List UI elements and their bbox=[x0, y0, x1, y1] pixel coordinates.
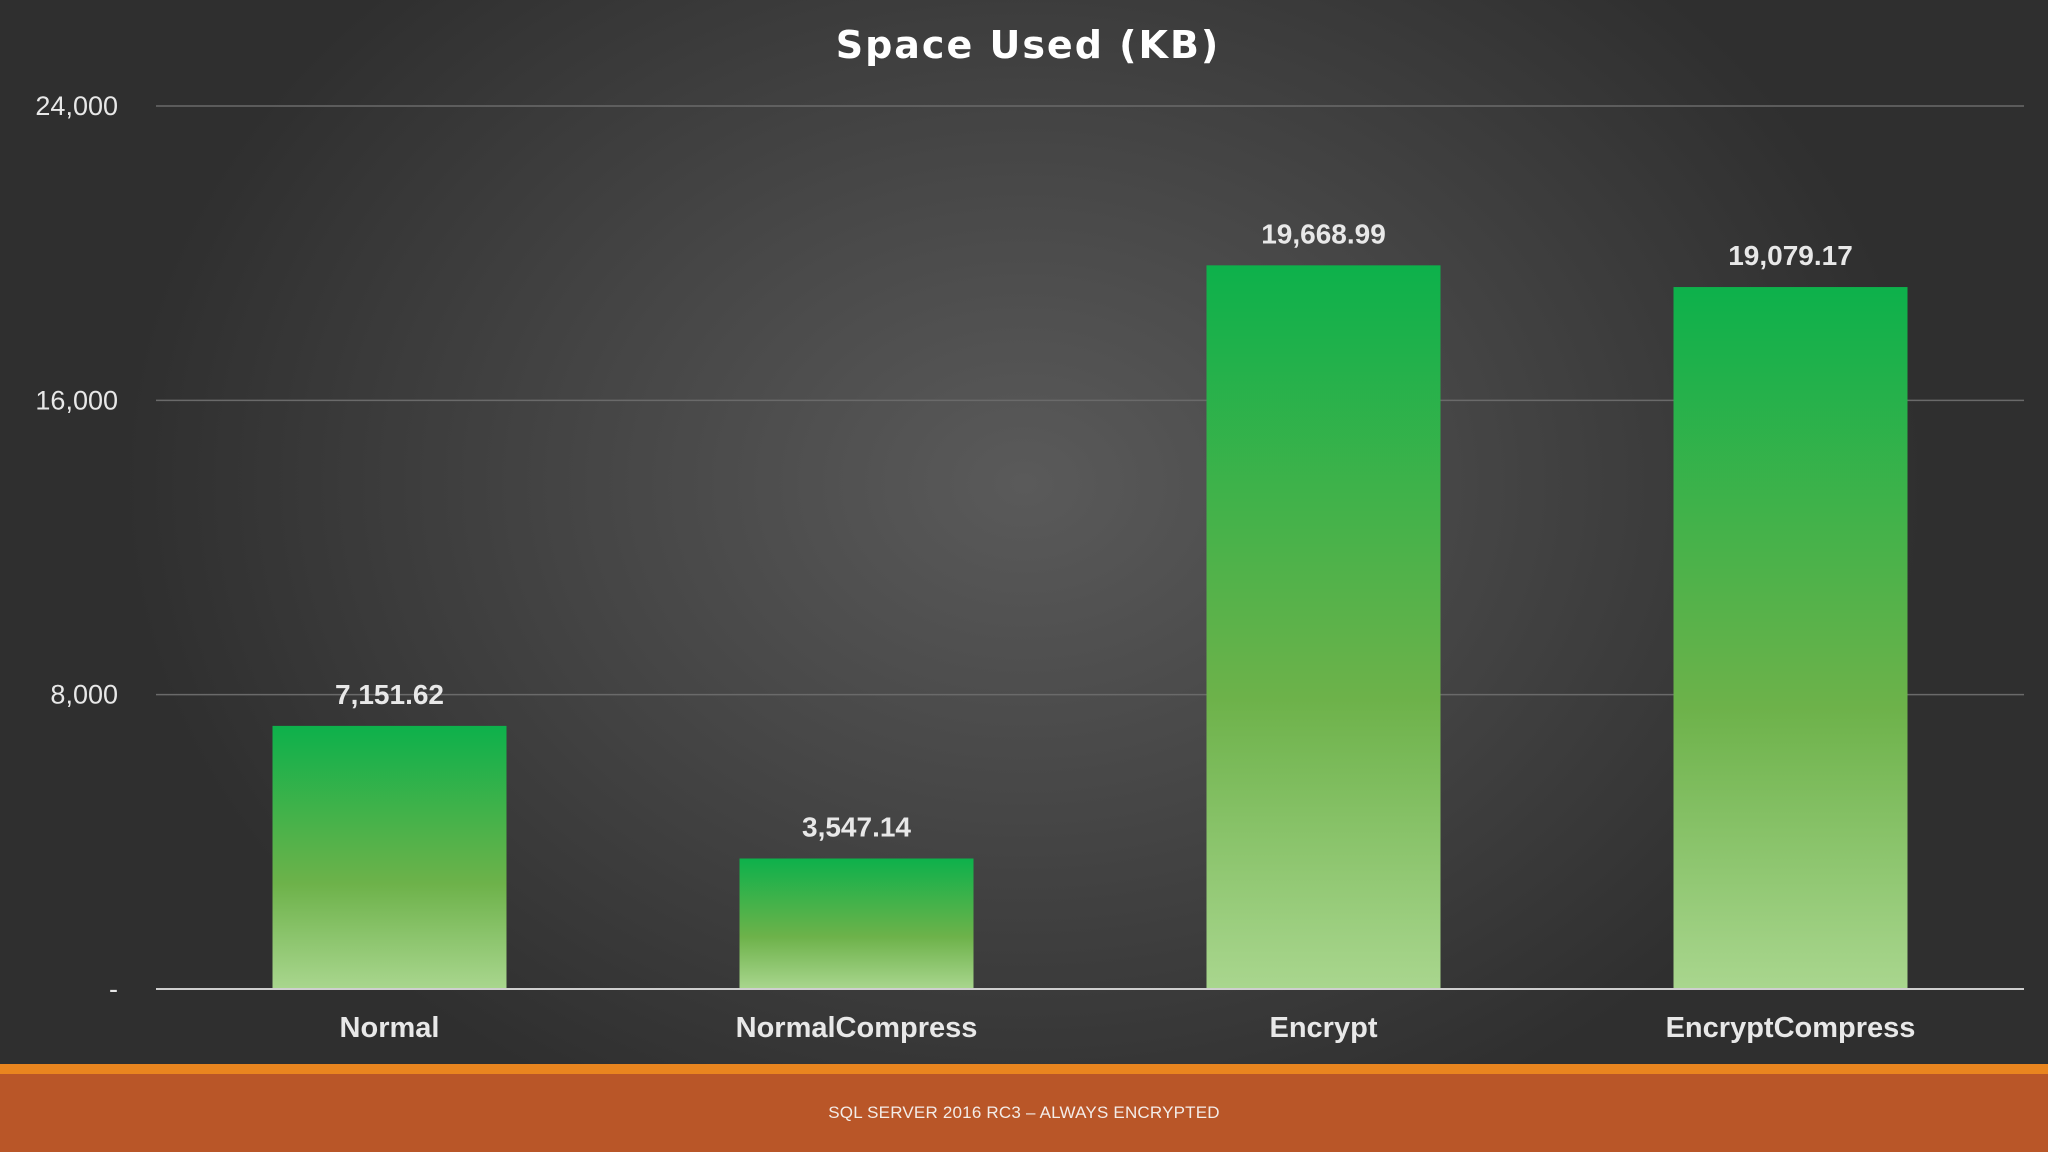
bars bbox=[272, 265, 1908, 989]
y-tick-label: 8,000 bbox=[50, 680, 118, 710]
x-category-label: Normal bbox=[340, 1012, 440, 1044]
footer-accent-stripe bbox=[0, 1064, 2048, 1074]
bar-encryptcompress bbox=[1673, 287, 1908, 989]
x-category-label: Encrypt bbox=[1270, 1012, 1378, 1044]
bar-chart: Space Used (KB) - 8,000 16,000 24,000 Norma… bbox=[35, 23, 2024, 1044]
bar-normalcompress bbox=[739, 858, 974, 989]
y-axis-tick-labels: - 8,000 16,000 24,000 bbox=[35, 91, 118, 1004]
x-axis-category-labels: Normal NormalCompress Encrypt EncryptCompre… bbox=[340, 1012, 1916, 1044]
bar-encrypt bbox=[1206, 265, 1441, 989]
footer-band: SQL SERVER 2016 RC3 – ALWAYS ENCRYPTED bbox=[0, 1074, 2048, 1152]
data-label: 19,079.17 bbox=[1728, 240, 1853, 271]
y-tick-label: - bbox=[109, 974, 118, 1004]
bar-normal bbox=[272, 725, 507, 989]
chart-title: Space Used (KB) bbox=[836, 23, 1221, 67]
y-tick-label: 16,000 bbox=[35, 385, 118, 415]
x-category-label: EncryptCompress bbox=[1666, 1012, 1916, 1044]
y-tick-label: 24,000 bbox=[35, 91, 118, 121]
data-labels: 7,151.62 3,547.14 19,668.99 19,079.17 bbox=[335, 218, 1853, 842]
footer-text: SQL SERVER 2016 RC3 – ALWAYS ENCRYPTED bbox=[828, 1103, 1220, 1122]
data-label: 19,668.99 bbox=[1261, 218, 1386, 249]
x-category-label: NormalCompress bbox=[736, 1012, 978, 1044]
data-label: 7,151.62 bbox=[335, 679, 444, 710]
data-label: 3,547.14 bbox=[802, 811, 911, 842]
